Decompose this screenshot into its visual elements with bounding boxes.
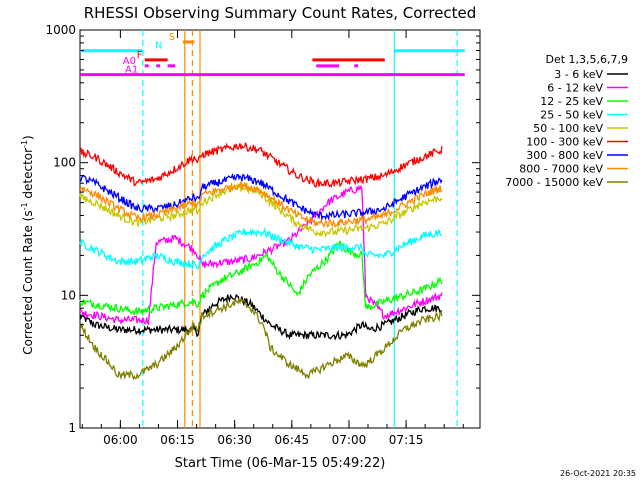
series-line-3 [79, 226, 443, 270]
y-axis-label-main: Corrected Count Rate (s [21, 210, 35, 354]
series-line-4 [79, 182, 443, 238]
flag-label-n: N [155, 41, 162, 52]
plot-frame [79, 29, 481, 429]
plot-area [79, 29, 481, 429]
y-axis-label-sup1: -1 [20, 202, 29, 210]
series-line-0 [79, 293, 443, 341]
legend-label-1: 6 - 12 keV [547, 82, 603, 95]
series-line-1 [79, 184, 443, 326]
y-axis-label-mid: detector [21, 148, 35, 203]
y-axis-label-end: ) [21, 135, 35, 140]
y-tick-label-0: 1 [68, 421, 76, 435]
series-line-5 [79, 142, 443, 188]
legend-label-2: 12 - 25 keV [540, 95, 603, 108]
chart-title: RHESSI Observing Summary Count Rates, Co… [84, 4, 477, 22]
x-tick-label-3: 06:45 [275, 433, 310, 447]
series-line-2 [79, 240, 443, 317]
x-axis-label: Start Time (06-Mar-15 05:49:22) [175, 456, 386, 471]
flag-label-s: S [169, 32, 175, 43]
series-line-6 [79, 172, 443, 222]
x-tick-label-0: 06:00 [103, 433, 138, 447]
x-tick-label-1: 06:15 [160, 433, 195, 447]
legend-label-7: 800 - 7000 keV [519, 163, 603, 176]
legend-label-3: 25 - 50 keV [540, 109, 603, 122]
legend-label-0: 3 - 6 keV [554, 68, 603, 81]
vertical-markers [142, 30, 458, 428]
series-line-8 [79, 297, 443, 381]
flag-label-a0: A0 [123, 56, 136, 67]
flag-label-f: F [137, 50, 143, 61]
x-tick-label-4: 07:00 [332, 433, 367, 447]
y-axis-label-sup2: -1 [20, 140, 29, 148]
data-series [79, 142, 443, 381]
y-tick-label-2: 100 [53, 156, 76, 170]
timestamp-footer: 26-Oct-2021 20:35 [560, 469, 636, 478]
legend-title: Det 1,3,5,6,7,9 [545, 53, 628, 66]
series-line-7 [80, 181, 443, 229]
flag-label-a1: A1 [125, 65, 138, 76]
x-tick-label-2: 06:30 [217, 433, 252, 447]
legend-label-5: 100 - 300 keV [526, 136, 603, 149]
y-axis-label: Corrected Count Rate (s-1 detector-1) [20, 135, 35, 354]
axes: 06:00 06:15 06:30 06:45 07:00 07:15 1 10 100 1000 [45, 23, 480, 447]
legend-label-6: 300 - 800 keV [526, 149, 603, 162]
legend-label-8: 7000 - 15000 keV [505, 176, 603, 189]
y-tick-label-3: 1000 [45, 23, 76, 37]
y-tick-label-1: 10 [61, 288, 76, 302]
x-tick-label-5: 07:15 [389, 433, 424, 447]
legend-label-4: 50 - 100 keV [533, 122, 603, 135]
